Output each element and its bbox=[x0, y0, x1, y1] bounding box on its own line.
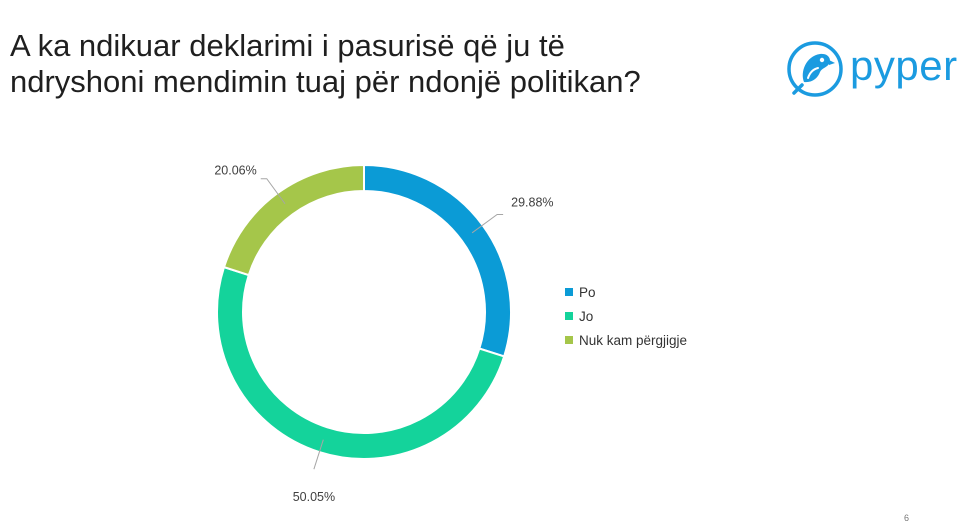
data-label-nuk-kam-pergjigje: 20.06% bbox=[214, 164, 256, 178]
data-label-jo: 50.05% bbox=[293, 490, 335, 504]
donut-slice-jo bbox=[216, 265, 506, 461]
title-line-1: A ka ndikuar deklarimi i pasurisë që ju … bbox=[10, 28, 565, 63]
legend-label-jo: Jo bbox=[579, 308, 594, 324]
parrot-bird-logo-icon bbox=[787, 41, 843, 97]
legend-item-po: Po bbox=[565, 280, 687, 304]
leader-line-nuk-kam-pergjigje bbox=[260, 178, 286, 205]
legend-swatch-nuk-kam-pergjigje bbox=[565, 336, 573, 344]
donut-slice-nuk-kam-pergjigje bbox=[222, 163, 365, 277]
data-label-po: 29.88% bbox=[511, 196, 553, 210]
page-title: A ka ndikuar deklarimi i pasurisë që ju … bbox=[10, 28, 770, 100]
legend-label-nuk-kam-pergjigje: Nuk kam përgjigje bbox=[579, 332, 688, 348]
legend-item-nuk-kam-pergjigje: Nuk kam përgjigje bbox=[565, 328, 687, 352]
page-number: 6 bbox=[904, 513, 910, 523]
leader-line-po bbox=[471, 214, 504, 234]
legend-label-po: Po bbox=[579, 284, 596, 300]
pyper-logo: pyper bbox=[782, 38, 962, 108]
chart-legend: Po Jo Nuk kam përgjigje bbox=[565, 280, 687, 352]
logo-text: pyper bbox=[850, 42, 958, 89]
title-line-2: ndryshoni mendimin tuaj për ndonjë polit… bbox=[10, 64, 641, 99]
legend-swatch-po bbox=[565, 288, 573, 296]
legend-swatch-jo bbox=[565, 312, 573, 320]
leader-line-jo bbox=[313, 439, 324, 470]
donut-slice-po bbox=[363, 163, 512, 358]
legend-item-jo: Jo bbox=[565, 304, 687, 328]
